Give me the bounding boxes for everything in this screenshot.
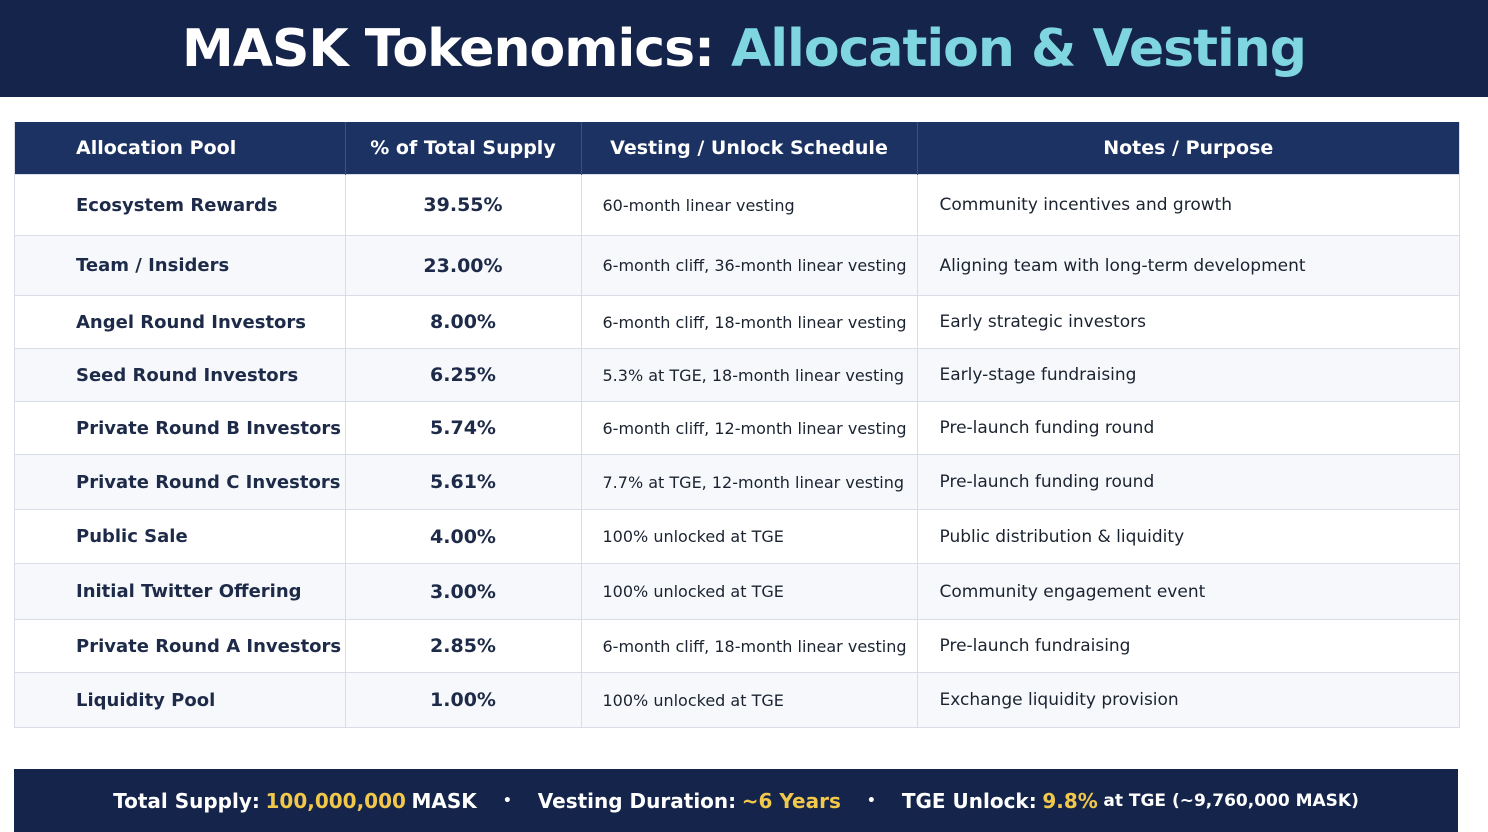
title-accent: Allocation & Vesting bbox=[730, 18, 1307, 79]
title-bar: MASK Tokenomics: Allocation & Vesting bbox=[0, 0, 1488, 97]
table-row: Team / Insiders 23.00% 6-month cliff, 36-m… bbox=[15, 235, 1459, 296]
percent-cell: 4.00% bbox=[345, 509, 582, 564]
table-row: Private Round A Investors 2.85% 6-month cl… bbox=[15, 619, 1459, 673]
notes-cell: Aligning team with long-term development bbox=[917, 235, 1459, 296]
notes-cell: Community engagement event bbox=[917, 563, 1459, 620]
vesting-cell: 6-month cliff, 18-month linear vesting bbox=[581, 619, 918, 673]
table-row: Initial Twitter Offering 3.00% 100% unlock… bbox=[15, 563, 1459, 620]
summary-footer: Total Supply: 100,000,000 MASK • Vesting… bbox=[14, 769, 1458, 832]
total-supply-value: 100,000,000 bbox=[265, 788, 406, 813]
table-header-row: Allocation Pool % of Total Supply Vestin… bbox=[15, 122, 1459, 175]
notes-cell: Pre-launch funding round bbox=[917, 401, 1459, 455]
percent-cell: 8.00% bbox=[345, 295, 582, 349]
title-main: MASK Tokenomics: bbox=[181, 18, 715, 79]
vesting-duration-value: ~6 Years bbox=[741, 788, 841, 813]
footer-separator: • bbox=[502, 792, 512, 809]
vesting-cell: 6-month cliff, 36-month linear vesting bbox=[581, 235, 918, 296]
tge-unlock-label: TGE Unlock: bbox=[901, 788, 1037, 813]
percent-cell: 3.00% bbox=[345, 563, 582, 620]
table-row: Private Round B Investors 5.74% 6-month cl… bbox=[15, 401, 1459, 455]
pool-cell: Liquidity Pool bbox=[15, 672, 346, 728]
pool-cell: Private Round A Investors bbox=[15, 619, 346, 673]
header-vesting-schedule: Vesting / Unlock Schedule bbox=[581, 122, 918, 175]
header-allocation-pool: Allocation Pool bbox=[15, 122, 346, 175]
percent-cell: 2.85% bbox=[345, 619, 582, 673]
percent-cell: 5.74% bbox=[345, 401, 582, 455]
vesting-cell: 5.3% at TGE, 18-month linear vesting bbox=[581, 348, 918, 402]
vesting-cell: 100% unlocked at TGE bbox=[581, 509, 918, 564]
percent-cell: 6.25% bbox=[345, 348, 582, 402]
vesting-cell: 6-month cliff, 18-month linear vesting bbox=[581, 295, 918, 349]
total-supply-label: Total Supply: bbox=[113, 788, 260, 813]
tge-unlock-value: 9.8% bbox=[1042, 788, 1098, 813]
notes-cell: Early-stage fundraising bbox=[917, 348, 1459, 402]
footer-separator: • bbox=[866, 792, 876, 809]
vesting-cell: 6-month cliff, 12-month linear vesting bbox=[581, 401, 918, 455]
notes-cell: Exchange liquidity provision bbox=[917, 672, 1459, 728]
percent-cell: 5.61% bbox=[345, 454, 582, 510]
table-row: Ecosystem Rewards 39.55% 60-month linear v… bbox=[15, 174, 1459, 236]
notes-cell: Early strategic investors bbox=[917, 295, 1459, 349]
pool-cell: Seed Round Investors bbox=[15, 348, 346, 402]
total-supply-unit: MASK bbox=[411, 788, 477, 813]
percent-cell: 1.00% bbox=[345, 672, 582, 728]
page-title: MASK Tokenomics: Allocation & Vesting bbox=[181, 18, 1307, 79]
pool-cell: Public Sale bbox=[15, 509, 346, 564]
pool-cell: Initial Twitter Offering bbox=[15, 563, 346, 620]
notes-cell: Public distribution & liquidity bbox=[917, 509, 1459, 564]
notes-cell: Pre-launch fundraising bbox=[917, 619, 1459, 673]
allocation-table: Allocation Pool % of Total Supply Vestin… bbox=[15, 122, 1459, 728]
tge-unlock-suffix: at TGE (~9,760,000 MASK) bbox=[1103, 790, 1359, 811]
vesting-cell: 100% unlocked at TGE bbox=[581, 672, 918, 728]
header-notes-purpose: Notes / Purpose bbox=[917, 122, 1459, 175]
notes-cell: Community incentives and growth bbox=[917, 174, 1459, 236]
table-row: Private Round C Investors 5.61% 7.7% at TG… bbox=[15, 454, 1459, 510]
notes-cell: Pre-launch funding round bbox=[917, 454, 1459, 510]
header-percent-supply: % of Total Supply bbox=[345, 122, 582, 175]
vesting-duration-label: Vesting Duration: bbox=[537, 788, 737, 813]
table-row: Public Sale 4.00% 100% unlocked at TGE Publ… bbox=[15, 509, 1459, 564]
percent-cell: 23.00% bbox=[345, 235, 582, 296]
vesting-cell: 7.7% at TGE, 12-month linear vesting bbox=[581, 454, 918, 510]
table-body: Ecosystem Rewards 39.55% 60-month linear v… bbox=[15, 174, 1459, 728]
table-row: Angel Round Investors 8.00% 6-month cliff,… bbox=[15, 295, 1459, 349]
pool-cell: Angel Round Investors bbox=[15, 295, 346, 349]
pool-cell: Ecosystem Rewards bbox=[15, 174, 346, 236]
allocation-table-container: Allocation Pool % of Total Supply Vestin… bbox=[14, 122, 1460, 728]
pool-cell: Private Round C Investors bbox=[15, 454, 346, 510]
vesting-cell: 60-month linear vesting bbox=[581, 174, 918, 236]
table-row: Seed Round Investors 6.25% 5.3% at TGE, 18… bbox=[15, 348, 1459, 402]
vesting-cell: 100% unlocked at TGE bbox=[581, 563, 918, 620]
pool-cell: Team / Insiders bbox=[15, 235, 346, 296]
table-row: Liquidity Pool 1.00% 100% unlocked at TGE E… bbox=[15, 672, 1459, 728]
percent-cell: 39.55% bbox=[345, 174, 582, 236]
pool-cell: Private Round B Investors bbox=[15, 401, 346, 455]
